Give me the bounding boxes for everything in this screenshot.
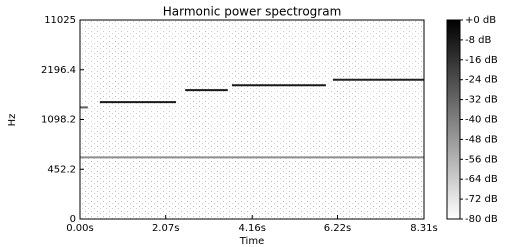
chart-title: Harmonic power spectrogram (163, 5, 342, 19)
colorbar-tick-label: -32 dB (465, 95, 498, 106)
y-tick-label: 2196.4 (41, 65, 76, 76)
colorbar-tick-label: -72 dB (465, 194, 498, 205)
texture (232, 30, 260, 215)
x-tick-label: 8.31s (410, 223, 437, 234)
chart: Harmonic power spectrogram Time Hz 0.00s… (0, 0, 512, 247)
y-tick-label: 0 (70, 214, 76, 225)
colorbar-tick-label: -56 dB (465, 154, 498, 165)
colorbar-tick-label: -64 dB (465, 174, 498, 185)
x-tick-label: 6.22s (324, 223, 351, 234)
x-tick-label: 2.07s (152, 223, 179, 234)
page: Harmonic power spectrogram Time Hz 0.00s… (0, 0, 512, 247)
colorbar-tick-label: -40 dB (465, 115, 498, 126)
y-axis-label: Hz (7, 114, 18, 127)
y-tick-label: 452.2 (47, 164, 76, 175)
colorbar (447, 20, 460, 219)
y-tick-label: 1098.2 (41, 115, 76, 126)
colorbar-tick-label: -24 dB (465, 75, 498, 86)
texture (98, 35, 128, 215)
x-axis-label: Time (239, 236, 264, 247)
colorbar-tick-label: -16 dB (465, 55, 498, 66)
colorbar-tick-label: -48 dB (465, 134, 498, 145)
y-tick-label: 11025 (44, 15, 76, 26)
colorbar-tick-label: +0 dB (465, 15, 496, 26)
x-tick-label: 4.16s (238, 223, 265, 234)
colorbar-tick-label: -80 dB (465, 214, 498, 225)
texture (184, 30, 210, 215)
texture (332, 30, 358, 215)
colorbar-tick-label: -8 dB (465, 35, 491, 46)
